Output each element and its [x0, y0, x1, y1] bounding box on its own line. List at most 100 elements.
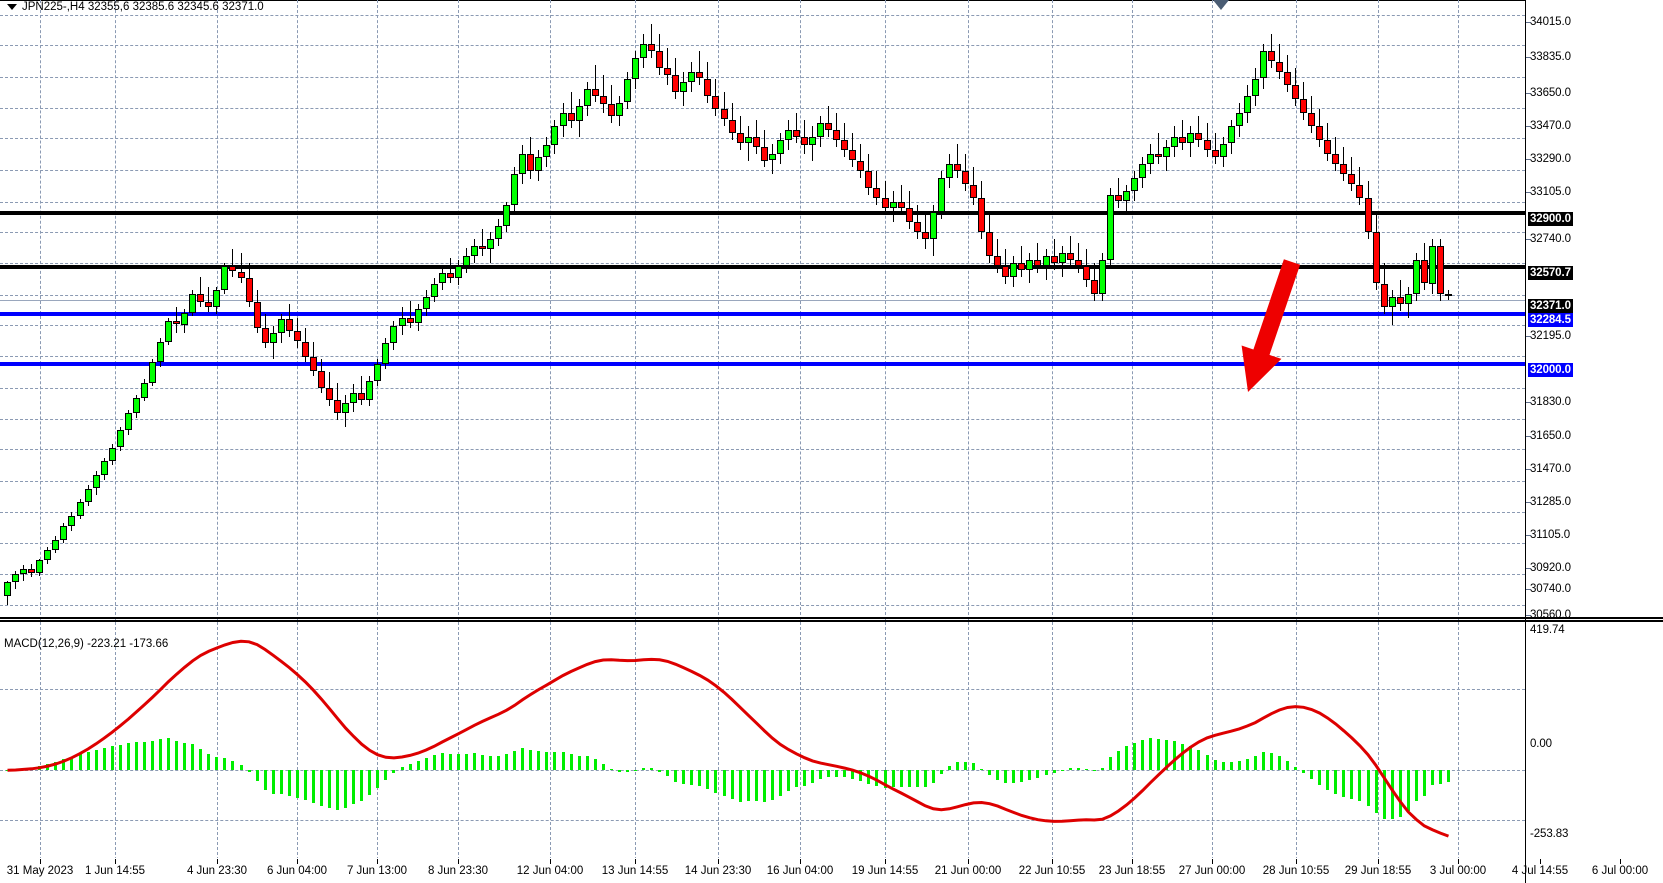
candle-body-bullish [277, 319, 285, 334]
candlestick [776, 0, 785, 620]
macd-histogram-bar [1326, 770, 1330, 791]
candlestick [897, 0, 906, 620]
candle-body-bearish [1074, 259, 1082, 267]
candlestick [680, 0, 688, 620]
candle-body-bearish [527, 153, 535, 171]
macd-histogram-bar [1358, 770, 1362, 802]
candlestick [1018, 0, 1026, 620]
time-axis-label: 7 Jun 13:00 [346, 865, 408, 877]
time-gridline [718, 622, 719, 860]
candle-body-bearish [986, 232, 994, 257]
candle-wick [1077, 242, 1079, 274]
candle-wick [667, 47, 669, 86]
candle-body-bearish [1195, 133, 1203, 140]
macd-histogram-bar [682, 770, 686, 785]
candle-body-bearish [237, 271, 245, 279]
candle-body-bullish [817, 123, 825, 137]
macd-histogram-bar [1302, 770, 1306, 773]
candle-body-bearish [326, 387, 333, 400]
candle-body-bearish [994, 256, 1002, 267]
macd-histogram-bar [835, 770, 839, 777]
level-line-last-price-32371[interactable] [0, 300, 1525, 301]
macd-axis-label: 0.00 [1530, 738, 1552, 750]
candlestick [1114, 0, 1123, 620]
time-gridline [1378, 622, 1379, 860]
down-arrow-annotation[interactable] [1225, 255, 1335, 405]
level-line-resistance-32900[interactable] [0, 211, 1525, 215]
macd-histogram-bar [1350, 770, 1354, 800]
macd-histogram-bar [134, 742, 138, 771]
candle-body-bearish [905, 208, 913, 223]
candle-wick [836, 112, 838, 147]
time-gridline [297, 0, 298, 620]
candle-body-bearish [1324, 140, 1332, 154]
price-gridline [0, 263, 1525, 264]
candle-body-bullish [1235, 112, 1243, 127]
candlestick [261, 0, 270, 620]
candlestick [1034, 0, 1042, 620]
macd-histogram-bar [754, 770, 758, 802]
candlestick [100, 0, 109, 620]
macd-histogram-bar [972, 763, 975, 771]
macd-histogram-bar [1334, 770, 1338, 795]
level-line-support-32000[interactable] [0, 362, 1525, 366]
macd-histogram-bar [215, 757, 219, 771]
candlestick [720, 0, 729, 620]
candlestick [309, 0, 318, 620]
price-axis-label: 32195.0 [1530, 330, 1571, 342]
candle-body-bearish [1114, 194, 1122, 202]
candlestick [60, 0, 68, 620]
candlestick [277, 0, 286, 620]
macd-histogram-bar [118, 744, 122, 771]
macd-pane[interactable]: MACD(12,26,9) -223.21 -173.66 [0, 622, 1663, 860]
price-gridline [0, 356, 1525, 358]
candle-wick [409, 300, 411, 328]
triangle-down-icon[interactable] [7, 4, 17, 10]
candlestick [197, 0, 205, 620]
macd-histogram-bar [859, 770, 863, 781]
time-gridline [217, 0, 218, 620]
price-pane[interactable] [0, 0, 1663, 620]
candle-body-bullish [84, 488, 92, 503]
macd-histogram-bar [569, 754, 573, 771]
time-axis[interactable]: 31 May 2023 1 Jun 14:55 4 Jun 23:30 6 Jun 0… [0, 858, 1663, 883]
candlestick [1372, 0, 1381, 620]
candlestick [148, 0, 157, 620]
macd-histogram-bar [1149, 738, 1153, 771]
level-line-resistance-32570[interactable] [0, 265, 1525, 269]
candle-body-bearish [1340, 164, 1348, 175]
macd-histogram-bar [1141, 740, 1145, 771]
candlestick [1227, 0, 1236, 620]
macd-histogram-bar [803, 770, 806, 786]
candle-body-bearish [648, 44, 655, 52]
candlestick [1163, 0, 1171, 620]
price-plot-area[interactable] [0, 0, 1525, 620]
level-line-support-32284[interactable] [0, 312, 1525, 316]
candlestick [350, 0, 358, 620]
candle-wick [594, 64, 596, 103]
candlestick [414, 0, 423, 620]
time-axis-tick [1212, 859, 1213, 864]
candlestick [462, 0, 471, 620]
time-axis-tick [550, 859, 551, 864]
macd-histogram-bar [1100, 767, 1104, 771]
macd-histogram-bar [416, 761, 420, 771]
macd-histogram-bar [988, 770, 992, 776]
time-axis-tick [217, 859, 218, 864]
candle-body-bearish [285, 319, 293, 332]
candle-body-bullish [575, 105, 583, 122]
macd-plot-area[interactable] [0, 622, 1525, 860]
candle-body-bearish [1211, 150, 1219, 158]
macd-histogram-bar [263, 770, 267, 790]
candle-body-bearish [841, 140, 849, 151]
time-axis-label: 8 Jun 23:30 [427, 865, 489, 877]
price-axis-label: 33650.0 [1530, 87, 1571, 99]
macd-histogram-bar [1221, 762, 1225, 771]
macd-histogram-bar [698, 770, 702, 787]
candlestick [1332, 0, 1340, 620]
candlestick [116, 0, 125, 620]
price-gridline [0, 232, 1525, 234]
price-axis-label: 33290.0 [1530, 153, 1571, 165]
candle-body-bullish [945, 164, 953, 178]
price-axis-tick [1525, 93, 1531, 94]
